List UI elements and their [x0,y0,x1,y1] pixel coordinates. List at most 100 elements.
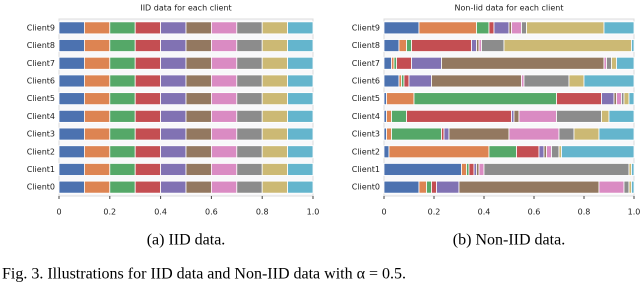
bar-segment [84,74,111,88]
bar-segment [236,127,263,141]
bar-segment [160,74,187,88]
y-tick-label: Client7 [27,59,55,68]
bar-segment [58,127,85,141]
bar-segment [606,56,612,70]
bar-segment [160,109,187,123]
x-tick-label: 1.0 [628,208,640,217]
bar-segment [513,109,520,123]
bar-segment [160,39,187,52]
bar-segment [109,56,136,70]
bar-segment [386,127,392,141]
bar-segment [287,74,314,88]
bar-segment [210,180,238,194]
bar-segment [84,163,111,176]
bar-segment [383,163,462,176]
bar-segment [236,163,263,176]
chart-title: Non-Iid data for each client [455,4,564,13]
bar-segment [185,180,212,194]
bar-segment [185,145,212,159]
subcaption: (b) Non-IID data. [453,232,565,249]
bar-segment [185,74,212,88]
x-tick-label: 0.4 [478,208,491,217]
bar-segment [134,56,161,70]
bar-segment [134,145,161,159]
bar-segment [398,39,407,52]
bar-segment [478,163,485,176]
bar-segment [134,74,161,88]
bar-segment [406,109,512,123]
bar-segment [413,92,557,106]
bar-segment [608,109,635,123]
y-tick-label: Client1 [352,165,380,174]
bar-segment [481,39,505,52]
bar-segment [160,127,187,141]
bar-segment [287,180,314,194]
bar-segment [573,127,600,141]
bar-segment [185,56,212,70]
y-tick-label: Client9 [27,23,55,32]
bar-segment [84,56,111,70]
bar-segment [426,180,432,194]
x-tick-label: 0.8 [256,208,269,217]
bar-segment [109,92,136,106]
bar-segment [623,92,630,106]
x-tick-label: 0.4 [154,208,167,217]
bar-segment [418,180,427,194]
x-tick-label: 0.6 [528,208,541,217]
bar-segment [383,180,420,194]
bar-segment [558,127,575,141]
bar-segment [598,180,625,194]
bar-segment [58,109,85,123]
bar-segment [611,56,617,70]
bar-segment [109,109,136,123]
bar-segment [210,21,238,35]
bar-segment [616,56,635,70]
bar-segment [411,56,442,70]
bar-segment [134,127,161,141]
bar-segment [84,127,111,141]
bar-segment [261,56,289,70]
bar-segment [561,145,635,159]
bar-segment [483,163,630,176]
bar-segment [84,21,111,35]
bar-segment [185,39,212,52]
y-tick-label: Client2 [352,147,380,156]
bar-segment [236,39,263,52]
x-tick-label: 0 [381,208,386,217]
bar-segment [287,127,314,141]
bar-segment [134,21,161,35]
bar-segment [185,21,212,35]
bar-segment [631,180,635,194]
bar-segment [261,74,289,88]
bar-segment [383,56,392,70]
bar-segment [236,74,263,88]
bar-segment [631,39,635,52]
bar-segment [508,127,560,141]
x-tick-label: 0.2 [428,208,441,217]
bar-segment [431,180,437,194]
bar-segment [287,92,314,106]
bar-segment [408,74,432,88]
y-tick-label: Client4 [352,112,380,121]
bar-segment [391,109,407,123]
bar-segment [160,145,187,159]
bar-segment [628,92,635,106]
y-tick-label: Client9 [352,23,380,32]
bar-segment [210,145,238,159]
bar-segment [261,109,289,123]
bar-segment [84,180,111,194]
bar-segment [523,74,570,88]
bar-segment [518,109,557,123]
bar-segment [210,39,238,52]
bar-segment [386,92,415,106]
bar-segment [58,92,85,106]
bar-segment [516,145,540,159]
bar-segment [210,74,238,88]
bar-segment [261,127,289,141]
bar-segment [109,39,136,52]
bar-segment [185,163,212,176]
y-tick-label: Client4 [27,112,55,121]
bar-segment [403,74,410,88]
bar-segment [261,21,289,35]
bar-segment [436,180,460,194]
